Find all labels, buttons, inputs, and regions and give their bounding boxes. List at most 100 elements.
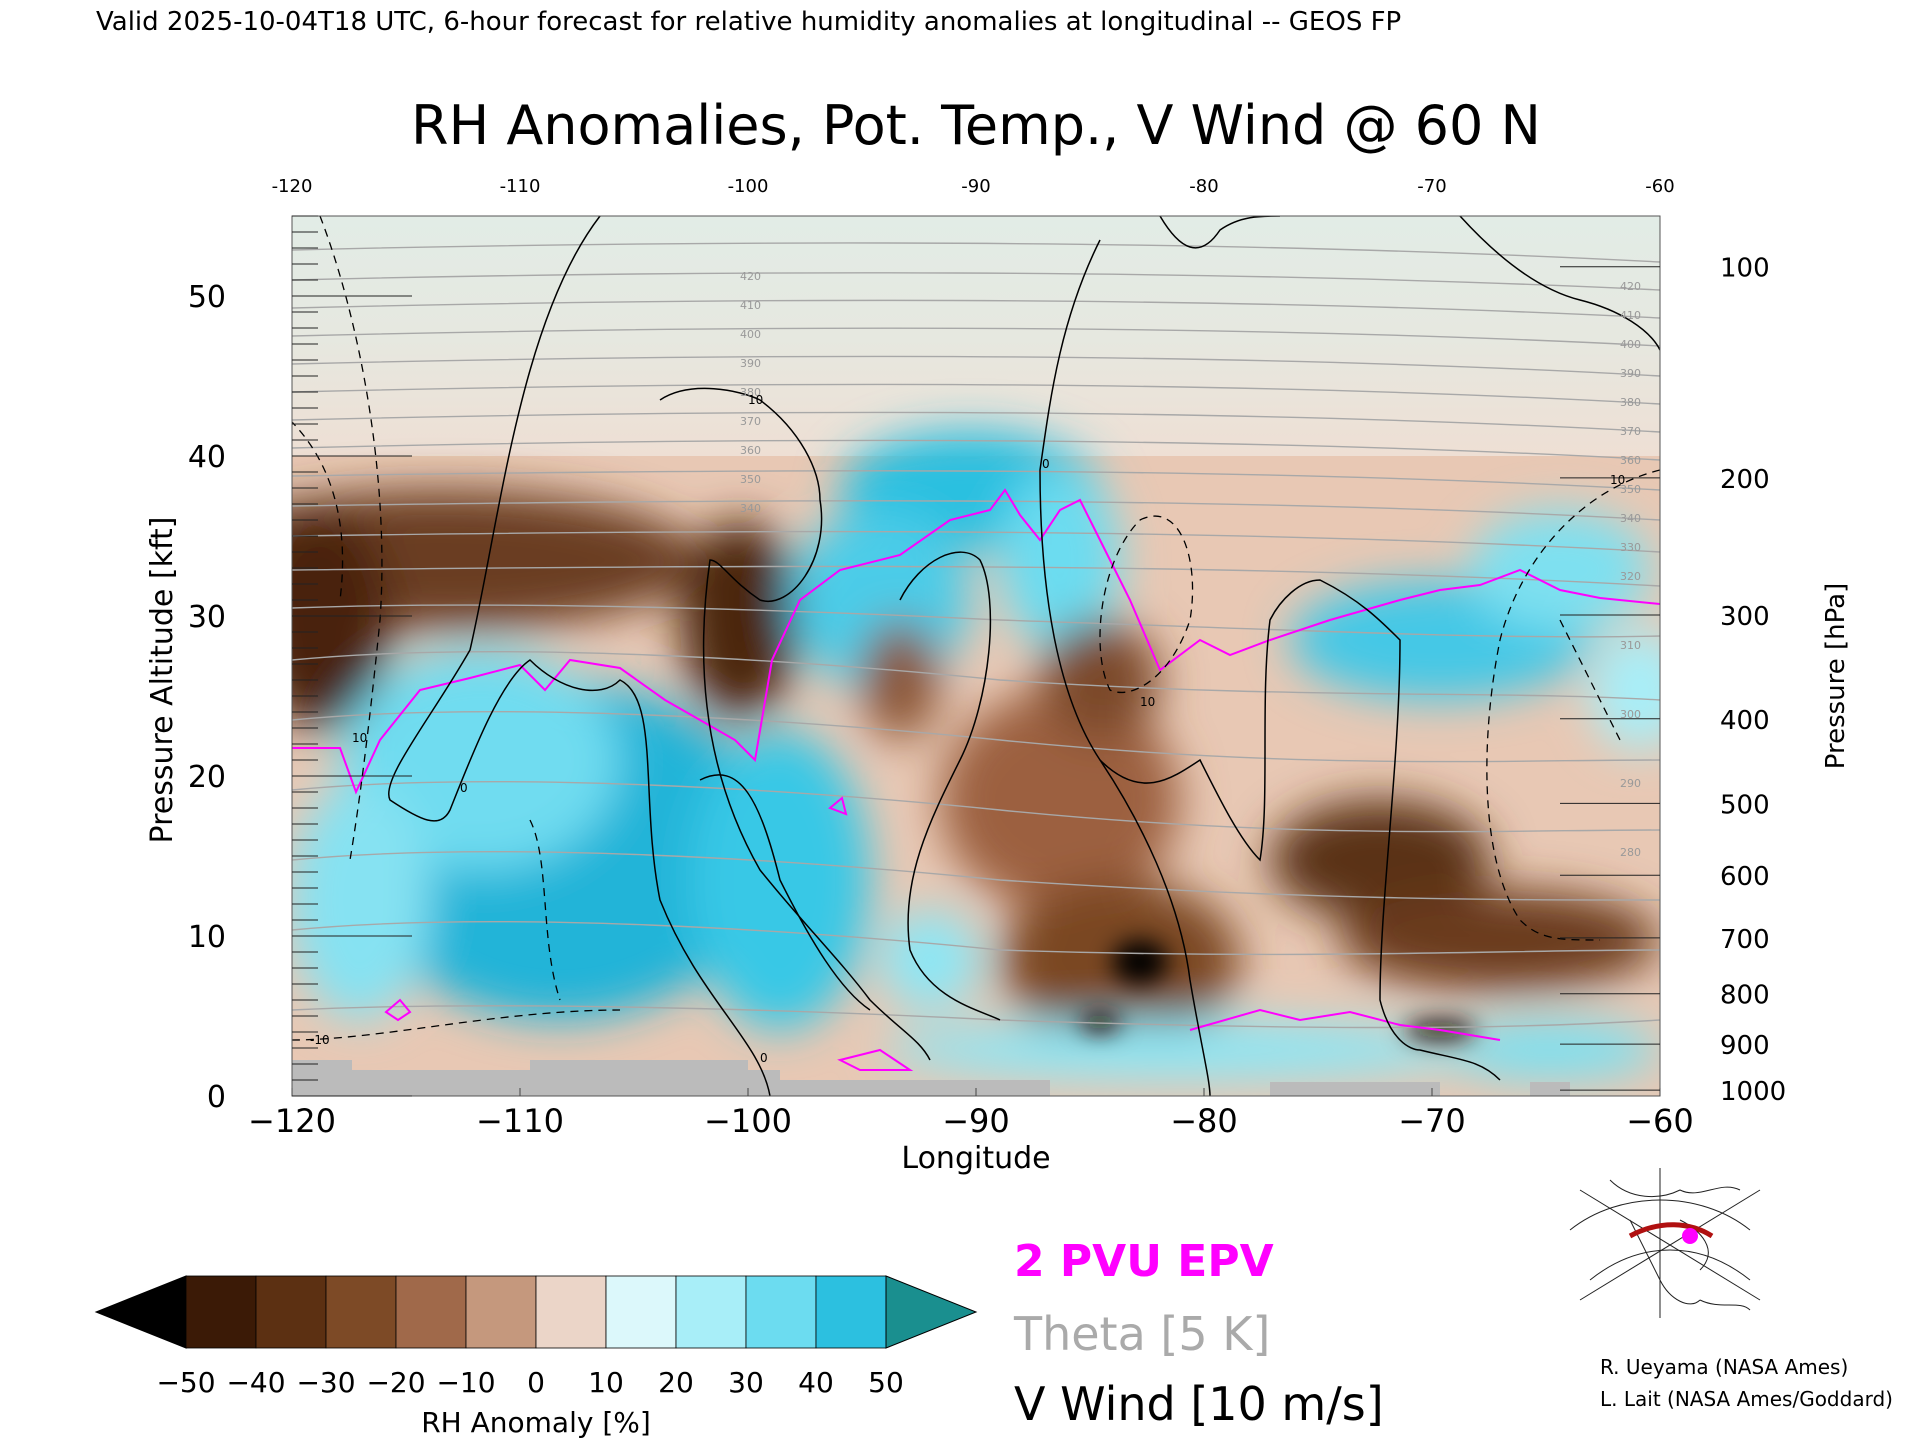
pressure-tick-label: 500	[1720, 790, 1770, 820]
theta-contours	[292, 242, 1660, 1029]
theta-contour-labels: 420 410 400 390 380 370 360 350 340 330 320 310 300 2…	[740, 270, 1641, 859]
colorbar-tick-label: 50	[868, 1366, 904, 1399]
theta-label-right: 420	[1620, 280, 1641, 293]
vwind-label: 10	[748, 393, 763, 407]
y-axis-label-right: Pressure [hPa]	[1821, 583, 1851, 770]
theta-label-mid: 400	[740, 328, 761, 341]
vwind-contour-labels: 10 10 10 0 0 0 -10 10	[310, 393, 1625, 1065]
x-tick-label: −70	[1398, 1102, 1466, 1140]
colorbar-segment	[395, 1275, 467, 1349]
colorbar-label: RH Anomaly [%]	[421, 1406, 651, 1439]
x-tick-label: −100	[704, 1102, 792, 1140]
x-tick-label: −110	[476, 1102, 564, 1140]
colorbar-tick-label: 40	[798, 1366, 834, 1399]
colorbar-tick-label: −30	[296, 1366, 355, 1399]
credit-line-1: R. Ueyama (NASA Ames)	[1600, 1355, 1848, 1379]
theta-label-right: 410	[1620, 309, 1641, 322]
theta-label-mid: 420	[740, 270, 761, 283]
x-tick-label: −90	[942, 1102, 1010, 1140]
colorbar-tick-label: 30	[728, 1366, 764, 1399]
theta-label-right: 280	[1620, 846, 1641, 859]
y-tick-label: 20	[188, 760, 226, 795]
x-tick-label-top: -60	[1645, 176, 1674, 197]
theta-label-right: 330	[1620, 541, 1641, 554]
colorbar-tick-label: 0	[527, 1366, 545, 1399]
theta-label-mid: 360	[740, 444, 761, 457]
colorbar-segment	[465, 1275, 537, 1349]
pressure-tick-label: 1000	[1720, 1077, 1786, 1107]
colorbar-segment	[185, 1275, 257, 1349]
theta-label-right: 380	[1620, 396, 1641, 409]
colorbar-over-arrow	[885, 1275, 978, 1349]
theta-label-mid: 390	[740, 357, 761, 370]
x-tick-labels-bottom: −120 −110 −100 −90 −80 −70 −60	[248, 1088, 1694, 1140]
theta-label-mid: 370	[740, 415, 761, 428]
theta-label-right: 300	[1620, 708, 1641, 721]
pressure-tick-labels: 100 200 300 400 500 600 700 800 900 1000	[1560, 254, 1786, 1107]
x-tick-label-top: -80	[1189, 176, 1218, 197]
legend-epv: 2 PVU EPV	[1014, 1236, 1274, 1287]
legend-theta: Theta [5 K]	[1013, 1307, 1270, 1361]
y-tick-label: 40	[188, 440, 226, 475]
colorbar-tick-label: 20	[658, 1366, 694, 1399]
x-tick-label-top: -70	[1417, 176, 1446, 197]
colorbar-segment	[605, 1275, 677, 1349]
colorbar: −50 −40 −30 −20 −10 0 10 20 30 40 50	[94, 1275, 978, 1399]
theta-label-right: 400	[1620, 338, 1641, 351]
pressure-tick-label: 700	[1720, 925, 1770, 955]
x-tick-label: −120	[248, 1102, 336, 1140]
theta-label-right: 360	[1620, 454, 1641, 467]
colorbar-segment	[675, 1275, 747, 1349]
colorbar-segment	[535, 1275, 607, 1349]
colorbar-tick-label: −40	[226, 1366, 285, 1399]
pressure-tick-label: 800	[1720, 981, 1770, 1011]
vwind-label: 10	[1140, 695, 1155, 709]
v-wind-dashed-contours	[292, 216, 1660, 1041]
colorbar-tick-label: −10	[436, 1366, 495, 1399]
theta-label-mid: 350	[740, 473, 761, 486]
pressure-tick-label: 300	[1720, 602, 1770, 632]
rh-anomaly-field	[292, 216, 1660, 1096]
colorbar-segment	[325, 1275, 397, 1349]
vwind-label: 0	[1042, 457, 1050, 471]
x-tick-label: −80	[1170, 1102, 1238, 1140]
vwind-label: -10	[310, 1033, 330, 1047]
vwind-label: 10	[352, 731, 367, 745]
pressure-tick-label: 400	[1720, 706, 1770, 736]
pressure-tick-label: 200	[1720, 465, 1770, 495]
vwind-label: 10	[1610, 473, 1625, 487]
theta-label-right: 370	[1620, 425, 1641, 438]
colorbar-tick-label: 10	[588, 1366, 624, 1399]
theta-label-mid: 340	[740, 502, 761, 515]
inset-map	[1560, 1168, 1761, 1318]
y-tick-labels-left: 0 10 20 30 40 50	[188, 215, 412, 1115]
x-tick-label-top: -100	[728, 176, 769, 197]
theta-label-mid: 380	[740, 386, 761, 399]
epv-2pvu-line	[292, 488, 1660, 795]
x-tick-label-top: -90	[961, 176, 990, 197]
v-wind-contours	[388, 216, 1660, 1096]
colorbar-tick-label: −50	[156, 1366, 215, 1399]
colorbar-under-arrow	[94, 1275, 187, 1349]
colorbar-segment	[255, 1275, 327, 1349]
colorbar-tick-label: −20	[366, 1366, 425, 1399]
vwind-label: 0	[760, 1051, 768, 1065]
x-tick-label: −60	[1626, 1102, 1694, 1140]
theta-label-right: 310	[1620, 639, 1641, 652]
y-tick-label: 10	[188, 920, 226, 955]
y-axis-label-left: Pressure Altitude [kft]	[145, 517, 180, 844]
chart-title: RH Anomalies, Pot. Temp., V Wind @ 60 N	[411, 94, 1541, 157]
y-tick-label: 50	[188, 280, 226, 315]
x-tick-label-top: -120	[272, 176, 313, 197]
colorbar-segment	[745, 1275, 817, 1349]
theta-label-right: 320	[1620, 570, 1641, 583]
theta-label-right: 350	[1620, 483, 1641, 496]
legend-vwind: V Wind [10 m/s]	[1014, 1377, 1384, 1431]
theta-label-right: 290	[1620, 777, 1641, 790]
y-tick-label: 30	[188, 600, 226, 635]
pressure-tick-label: 100	[1720, 254, 1770, 284]
x-tick-labels-top: -120 -110 -100 -90 -80 -70 -60	[272, 176, 1675, 197]
x-tick-label-top: -110	[500, 176, 541, 197]
pressure-tick-label: 900	[1720, 1031, 1770, 1061]
